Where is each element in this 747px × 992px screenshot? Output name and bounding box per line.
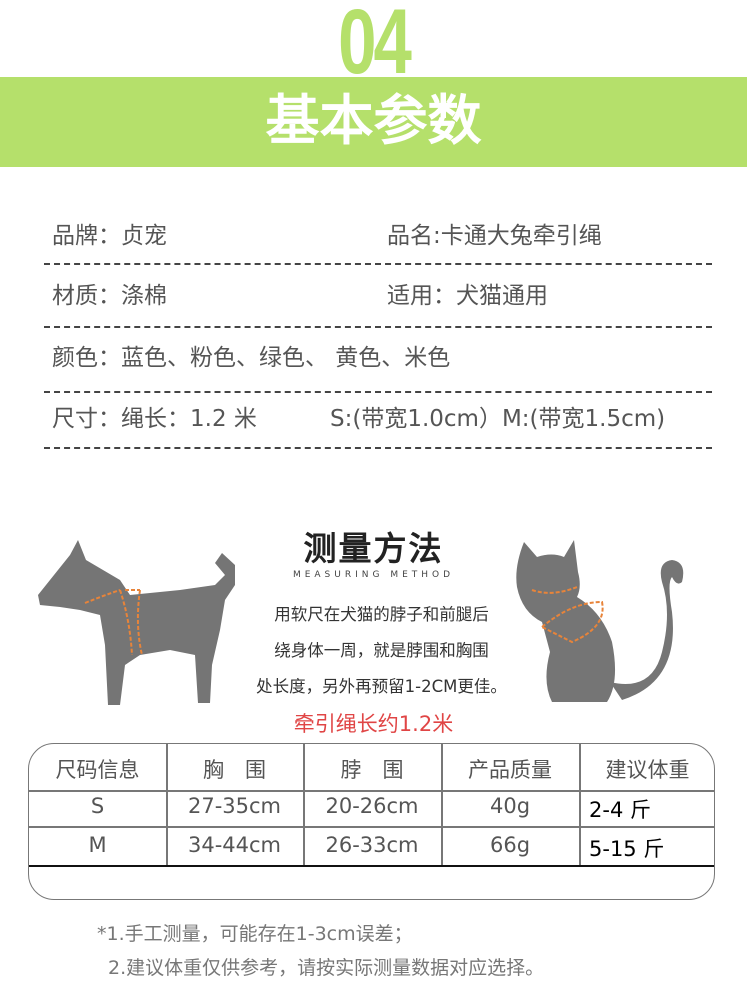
spec-suitable: 适用：犬猫通用 bbox=[387, 283, 548, 309]
spec-product-name: 品名:卡通大兔牵引绳 bbox=[387, 223, 602, 249]
measure-title: 测量方法 bbox=[303, 529, 444, 568]
measure-text: 绕身体一周，就是脖围和胸围 bbox=[274, 641, 489, 660]
measure-text: 处长度，另外再预留1-2CM更佳。 bbox=[256, 677, 507, 696]
rope-length: 牵引绳长约1.2米 bbox=[293, 712, 454, 736]
note-1: *1.手工测量，可能存在1-3cm误差； bbox=[97, 923, 413, 945]
spec-brand: 品牌：贞宠 bbox=[52, 223, 167, 249]
row-m-size: M bbox=[88, 833, 107, 857]
divider bbox=[44, 447, 712, 449]
header-neck: 脖 围 bbox=[340, 758, 404, 782]
note-2: 2.建议体重仅供参考，请按实际测量数据对应选择。 bbox=[108, 957, 545, 979]
header-size: 尺码信息 bbox=[55, 758, 140, 782]
measure-subtitle: MEASURING METHOD bbox=[292, 570, 455, 580]
measure-text: 用软尺在犬猫的脖子和前腿后 bbox=[274, 605, 489, 624]
size-table: 尺码信息 胸 围 脖 围 产品质量 建议体重 S 27-35cm 20-26cm… bbox=[28, 743, 715, 900]
header-chest: 胸 围 bbox=[203, 758, 266, 782]
spec-material: 材质：涤棉 bbox=[52, 283, 167, 309]
spec-size: 尺寸：绳长：1.2 米 bbox=[52, 406, 257, 432]
row-m-weight: 66g bbox=[489, 833, 531, 857]
row-s-neck: 20-26cm bbox=[325, 794, 419, 818]
cat-silhouette-icon bbox=[516, 540, 684, 702]
header-weight: 产品质量 bbox=[468, 758, 552, 782]
row-s-weight: 40g bbox=[489, 794, 531, 818]
section-title: 基本参数 bbox=[265, 89, 482, 152]
spec-colors: 颜色：蓝色、粉色、绿色、 黄色、米色 bbox=[52, 345, 451, 371]
row-m-neck: 26-33cm bbox=[325, 833, 419, 857]
divider bbox=[44, 263, 712, 265]
row-s-chest: 27-35cm bbox=[187, 794, 282, 818]
row-s-pet-weight: 2-4 斤 bbox=[589, 798, 651, 822]
row-m-pet-weight: 5-15 斤 bbox=[589, 837, 665, 861]
section-number: 04 bbox=[338, 2, 412, 78]
header-pet-weight: 建议体重 bbox=[605, 758, 690, 782]
dog-silhouette-icon bbox=[38, 540, 235, 705]
title-banner bbox=[0, 77, 747, 167]
spec-width: S:(带宽1.0cm）M:(带宽1.5cm) bbox=[330, 406, 666, 432]
row-m-chest: 34-44cm bbox=[187, 833, 282, 857]
row-s-size: S bbox=[90, 794, 105, 818]
divider bbox=[44, 326, 712, 328]
divider bbox=[44, 391, 712, 393]
